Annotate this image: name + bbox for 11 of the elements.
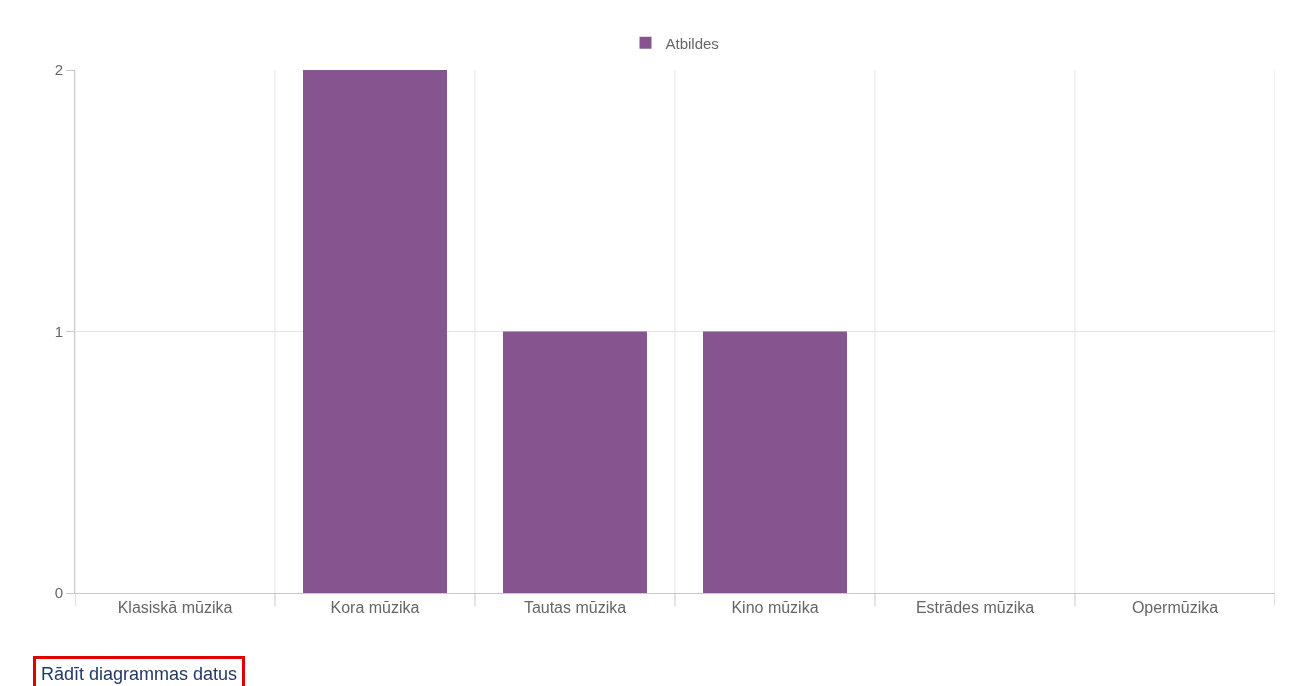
x-tick-label: Kora mūzika [330,599,420,617]
y-tick-label: 1 [54,322,63,340]
x-tick-label: Estrādes mūzika [915,599,1035,617]
legend-label: Atbildes [665,34,719,52]
x-tick-label: Tautas mūzika [523,599,627,617]
text: Rādīt diagrammas datus [41,664,238,684]
y-tick-label: 2 [54,61,63,79]
x-tick-label: Opermūzika [1131,599,1219,617]
y-tick-label: 0 [54,584,63,602]
x-tick-label: Klasiskā mūzika [117,599,233,617]
x-tick-label: Kino mūzika [731,599,819,617]
